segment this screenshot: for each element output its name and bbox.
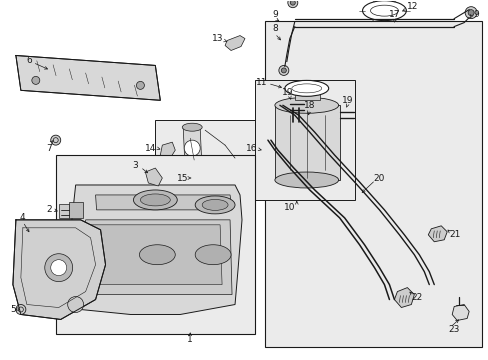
Text: 18: 18: [304, 101, 315, 110]
Text: 23: 23: [447, 325, 459, 334]
Text: 15: 15: [176, 174, 187, 183]
Circle shape: [290, 0, 295, 5]
Circle shape: [281, 68, 286, 73]
Bar: [287, 98, 303, 114]
Text: 1: 1: [187, 335, 193, 344]
Ellipse shape: [362, 1, 406, 21]
Text: 11: 11: [256, 78, 267, 87]
Text: 14: 14: [144, 144, 156, 153]
Circle shape: [184, 140, 200, 156]
Polygon shape: [224, 36, 244, 50]
Polygon shape: [394, 288, 413, 307]
Text: 20: 20: [373, 174, 385, 183]
Bar: [337, 106, 353, 122]
Ellipse shape: [291, 84, 321, 93]
Text: 9: 9: [271, 10, 277, 19]
Text: 22: 22: [411, 293, 422, 302]
Polygon shape: [16, 55, 160, 100]
Circle shape: [464, 7, 476, 19]
Ellipse shape: [285, 80, 328, 96]
Polygon shape: [183, 128, 202, 172]
Bar: [274, 105, 339, 180]
Ellipse shape: [279, 99, 291, 113]
Polygon shape: [451, 305, 468, 320]
Ellipse shape: [133, 190, 177, 210]
Circle shape: [45, 254, 73, 282]
Text: 4: 4: [20, 213, 25, 222]
Text: 19: 19: [341, 96, 353, 105]
Text: 12: 12: [406, 2, 417, 11]
Ellipse shape: [302, 108, 314, 122]
Polygon shape: [145, 168, 162, 186]
Circle shape: [51, 260, 66, 276]
Circle shape: [16, 305, 26, 315]
Text: 13: 13: [212, 34, 224, 43]
Text: 5: 5: [10, 305, 16, 314]
Bar: [155, 120, 254, 190]
Ellipse shape: [182, 123, 202, 131]
Ellipse shape: [140, 194, 170, 206]
Ellipse shape: [262, 147, 277, 154]
Polygon shape: [160, 142, 175, 158]
Ellipse shape: [274, 172, 338, 188]
Polygon shape: [427, 226, 447, 242]
Bar: [68, 202, 82, 218]
Polygon shape: [68, 185, 242, 315]
Polygon shape: [13, 220, 105, 319]
Text: 17: 17: [388, 10, 399, 19]
Ellipse shape: [195, 245, 230, 265]
Ellipse shape: [370, 5, 398, 16]
Ellipse shape: [195, 196, 235, 214]
Text: 10: 10: [284, 203, 295, 212]
Ellipse shape: [139, 245, 175, 265]
Text: 8: 8: [271, 24, 277, 33]
Text: 7: 7: [46, 144, 52, 153]
Ellipse shape: [274, 97, 338, 113]
Polygon shape: [88, 225, 222, 285]
Circle shape: [51, 135, 61, 145]
Text: 21: 21: [448, 230, 460, 239]
Polygon shape: [85, 220, 232, 294]
Ellipse shape: [190, 175, 206, 181]
Bar: [294, 90, 319, 100]
Polygon shape: [95, 195, 232, 210]
Text: 16: 16: [246, 144, 257, 153]
Bar: [286, 109, 306, 121]
Circle shape: [467, 10, 473, 15]
Text: 2: 2: [46, 206, 51, 215]
Circle shape: [278, 66, 288, 75]
Circle shape: [287, 0, 297, 8]
Circle shape: [32, 76, 40, 84]
Ellipse shape: [202, 199, 227, 210]
Text: 3: 3: [132, 161, 138, 170]
Bar: [59, 204, 68, 218]
Bar: [254, 80, 354, 200]
Text: 19: 19: [282, 88, 293, 97]
Ellipse shape: [186, 173, 210, 183]
Ellipse shape: [329, 107, 341, 121]
Circle shape: [136, 81, 144, 89]
Circle shape: [67, 297, 83, 312]
Text: 9: 9: [472, 10, 478, 19]
Ellipse shape: [256, 144, 282, 156]
Bar: [264, 21, 481, 347]
Text: 6: 6: [26, 56, 32, 65]
Bar: [56, 155, 254, 334]
